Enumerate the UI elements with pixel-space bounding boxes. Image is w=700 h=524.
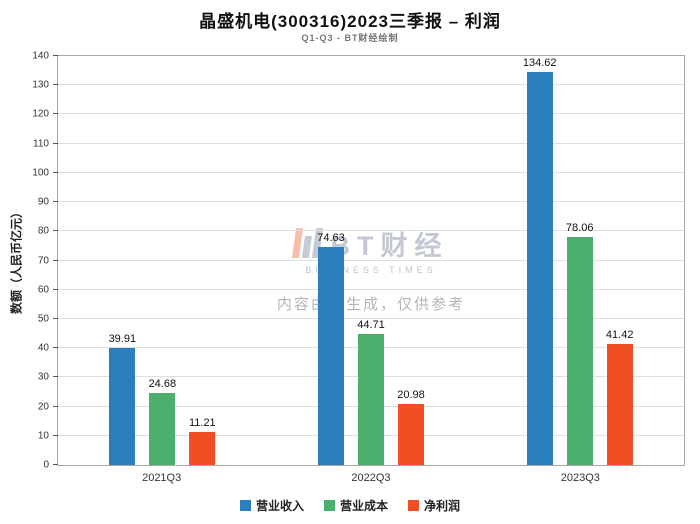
bar-wrap: 78.06 xyxy=(565,56,594,465)
x-axis-label: 2021Q3 xyxy=(142,472,182,484)
bar-营业成本 xyxy=(566,236,593,465)
y-tick-mark xyxy=(53,288,58,290)
bar-value-label: 74.63 xyxy=(317,231,345,244)
y-tick-mark xyxy=(53,142,58,144)
bar-wrap: 74.63 xyxy=(317,56,345,465)
bar-wrap: 11.21 xyxy=(188,56,216,465)
gridline xyxy=(58,317,684,319)
y-tick-label: 100 xyxy=(32,167,49,179)
y-tick-mark xyxy=(53,55,58,56)
bar-净利润 xyxy=(606,344,633,465)
bar-营业收入 xyxy=(526,71,553,465)
bar-value-label: 134.62 xyxy=(522,56,557,69)
bar-value-label: 41.42 xyxy=(605,329,634,341)
y-tick-label: 70 xyxy=(37,255,49,266)
bar-value-label: 39.91 xyxy=(108,333,137,346)
gridline xyxy=(58,288,684,290)
bar-wrap: 20.98 xyxy=(397,56,425,465)
bar-wrap: 39.91 xyxy=(108,56,137,465)
bar-营业收入 xyxy=(318,246,344,465)
bar-group: 74.63 44.71 20.98 xyxy=(267,56,476,465)
gridline xyxy=(58,201,684,203)
legend-swatch xyxy=(239,500,251,511)
x-axis-label: 2022Q3 xyxy=(351,472,391,484)
legend-label: 营业成本 xyxy=(339,499,388,513)
bar-value-label: 44.71 xyxy=(357,319,385,332)
y-tick-mark xyxy=(53,230,58,232)
legend-swatch xyxy=(408,500,419,511)
legend-label: 营业收入 xyxy=(255,499,304,513)
y-tick-label: 20 xyxy=(37,401,49,413)
gridline xyxy=(58,113,684,115)
y-tick-mark xyxy=(53,376,58,378)
y-tick-mark xyxy=(53,464,58,465)
legend-item: 营业收入 xyxy=(239,497,304,514)
legend-item: 营业成本 xyxy=(323,497,388,514)
bar-group: 134.62 78.06 41.42 xyxy=(475,56,684,465)
y-tick-label: 140 xyxy=(32,50,49,62)
legend-label: 净利润 xyxy=(424,499,461,513)
y-axis-label: 数额（人民币亿元） xyxy=(9,205,24,315)
bar-营业收入 xyxy=(109,348,136,465)
bar-wrap: 44.71 xyxy=(357,56,385,465)
y-tick-mark xyxy=(53,201,58,203)
gridline xyxy=(58,230,684,232)
y-tick-mark xyxy=(53,259,58,261)
bar-营业成本 xyxy=(149,392,176,465)
y-tick-label: 40 xyxy=(37,342,49,354)
y-tick-label: 90 xyxy=(37,196,49,208)
y-tick-mark xyxy=(53,434,58,436)
y-tick-mark xyxy=(53,84,58,86)
y-tick-label: 0 xyxy=(43,459,49,471)
bar-净利润 xyxy=(398,403,424,465)
y-tick-label: 80 xyxy=(37,225,49,237)
bar-wrap: 41.42 xyxy=(605,56,634,465)
y-tick-label: 110 xyxy=(33,138,49,150)
bar-wrap: 24.68 xyxy=(148,56,177,465)
bar-value-label: 11.21 xyxy=(188,417,216,430)
y-tick-mark xyxy=(53,113,58,115)
y-tick-label: 50 xyxy=(37,313,49,325)
bar-groups: 39.91 24.68 11.21 74.63 44.71 20.98 134.62 78.0… xyxy=(58,56,684,465)
x-axis-label: 2023Q3 xyxy=(560,472,600,484)
y-tick-label: 60 xyxy=(37,284,49,296)
plot-area: BT财经 BUSINESS TIMES 内容由AI生成，仅供参考 39.91 24… xyxy=(32,51,685,471)
y-tick-label: 120 xyxy=(32,108,49,120)
bar-value-label: 24.68 xyxy=(148,377,177,390)
gridline xyxy=(58,84,684,86)
gridline xyxy=(58,171,684,173)
bar-净利润 xyxy=(189,432,216,465)
y-tick-mark xyxy=(53,317,58,319)
y-tick-mark xyxy=(53,405,58,407)
legend-swatch xyxy=(323,500,335,511)
legend: 营业收入 营业成本 净利润 xyxy=(0,497,700,514)
chart-title: 晶盛机电(300316)2023三季报 – 利润 xyxy=(199,12,501,31)
y-tick-mark xyxy=(53,347,58,349)
y-tick-label: 10 xyxy=(37,430,49,442)
legend-item: 净利润 xyxy=(408,497,460,514)
y-tick-mark xyxy=(53,171,58,173)
bar-value-label: 78.06 xyxy=(565,221,594,234)
bar-营业成本 xyxy=(358,334,384,465)
bar-group: 39.91 24.68 11.21 xyxy=(58,56,267,465)
gridline xyxy=(58,142,684,144)
bar-wrap: 134.62 xyxy=(523,56,557,465)
bar-value-label: 20.98 xyxy=(397,388,425,401)
gridline xyxy=(58,259,684,261)
y-tick-label: 30 xyxy=(37,371,49,383)
y-tick-label: 130 xyxy=(32,79,49,91)
x-axis-labels: 2021Q3 2022Q3 2023Q3 xyxy=(57,472,685,484)
chart-subtitle: Q1-Q3 - BT财经绘制 xyxy=(301,33,399,43)
